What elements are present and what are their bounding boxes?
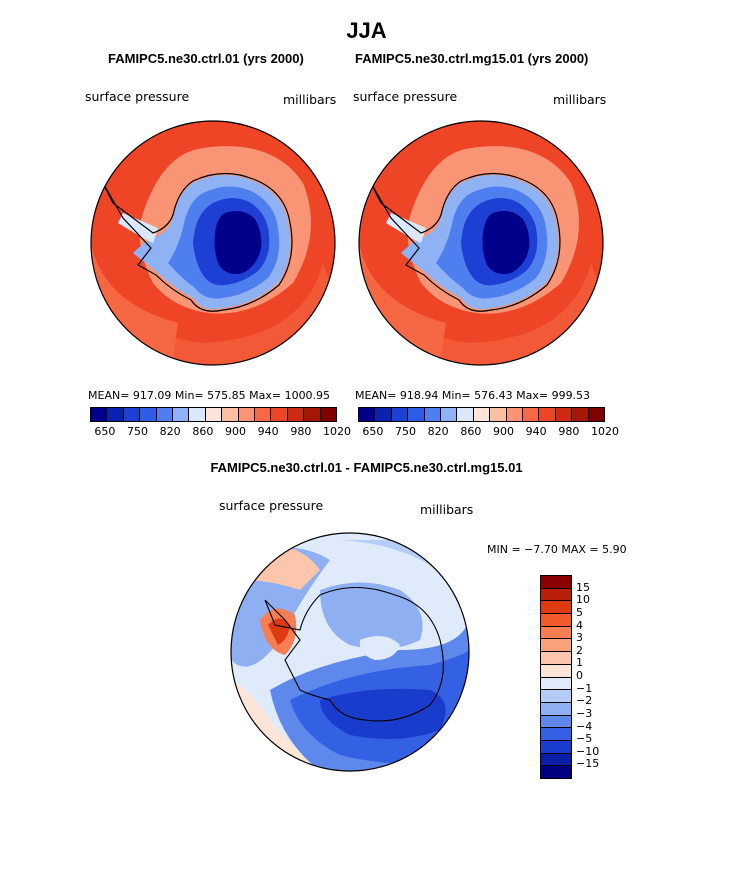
colorbar-swatch — [506, 408, 524, 421]
colorbar-swatch — [238, 408, 256, 421]
colorbar-swatch — [541, 766, 571, 778]
figure-title: JJA — [346, 18, 387, 43]
colorbar-swatch — [189, 408, 206, 421]
colorbar-tick-label: 750 — [395, 425, 416, 438]
colorbar-swatch — [255, 408, 272, 421]
colorbar-swatch — [541, 728, 571, 741]
colorbar-swatch — [424, 408, 442, 421]
colorbar-tick-label: 650 — [94, 425, 116, 438]
difference-map — [231, 533, 469, 771]
colorbar-tick-label: −3 — [576, 706, 593, 720]
colorbar-swatch — [408, 408, 425, 421]
colorbar-swatch — [441, 408, 458, 421]
difference-colorbar — [540, 575, 572, 779]
colorbar-swatch — [320, 408, 337, 421]
colorbar-swatch — [140, 408, 157, 421]
colorbar-swatch — [375, 408, 392, 421]
colorbar-swatch — [457, 408, 474, 421]
panel2-colorbar — [358, 407, 605, 422]
colorbar-tick-label: 1 — [576, 656, 583, 670]
colorbar-tick-label: 5 — [576, 605, 583, 619]
colorbar-swatch — [473, 408, 491, 421]
panel1-units-label: millibars — [283, 92, 337, 107]
colorbar-swatch — [123, 408, 141, 421]
colorbar-swatch — [588, 408, 605, 421]
panel1-variable-label: surface pressure — [85, 89, 190, 104]
panel2-units-label: millibars — [553, 92, 607, 107]
panel1-map-border — [90, 120, 336, 366]
colorbar-swatch — [541, 753, 571, 767]
colorbar-tick-label: −2 — [576, 694, 593, 708]
colorbar-swatch — [541, 576, 571, 589]
colorbar-swatch — [541, 677, 571, 691]
colorbar-swatch — [359, 408, 376, 421]
colorbar-swatch — [555, 408, 573, 421]
panel1-stats: MEAN= 917.09 Min= 575.85 Max= 1000.95 — [88, 389, 331, 402]
colorbar-swatch — [107, 408, 124, 421]
colorbar-tick-label: −5 — [576, 732, 593, 746]
colorbar-tick-label: 860 — [460, 425, 482, 438]
difference-units-label: millibars — [420, 502, 474, 517]
colorbar-swatch — [541, 652, 571, 665]
colorbar-tick-label: 15 — [576, 580, 590, 594]
colorbar-swatch — [173, 408, 190, 421]
colorbar-tick-label: 1020 — [323, 425, 351, 438]
colorbar-tick-label: 3 — [576, 631, 583, 645]
colorbar-swatch — [523, 408, 540, 421]
colorbar-swatch — [304, 408, 321, 421]
colorbar-tick-label: 0 — [576, 669, 583, 682]
colorbar-tick-label: 940 — [525, 425, 547, 438]
panel2-variable-label: surface pressure — [353, 89, 458, 104]
colorbar-tick-label: 980 — [558, 425, 580, 438]
difference-title: FAMIPC5.ne30.ctrl.01 - FAMIPC5.ne30.ctrl… — [210, 460, 523, 475]
colorbar-tick-label: 1020 — [591, 425, 619, 438]
panel1-colorbar — [90, 407, 337, 422]
panel2-stats: MEAN= 918.94 Min= 576.43 Max= 999.53 — [355, 389, 591, 402]
colorbar-swatch — [541, 702, 571, 716]
colorbar-tick-label: 2 — [576, 643, 583, 657]
colorbar-tick-label: 940 — [257, 425, 279, 438]
colorbar-swatch — [541, 690, 571, 703]
colorbar-tick-label: −15 — [576, 757, 600, 771]
colorbar-swatch — [541, 740, 571, 754]
colorbar-swatch — [541, 614, 571, 627]
colorbar-swatch — [541, 715, 571, 729]
colorbar-swatch — [205, 408, 223, 421]
panel1-title: FAMIPC5.ne30.ctrl.01 (yrs 2000) — [108, 51, 304, 66]
colorbar-tick-label: 650 — [362, 425, 384, 438]
colorbar-tick-label: 820 — [159, 425, 181, 438]
colorbar-swatch — [391, 408, 409, 421]
colorbar-swatch — [541, 626, 571, 640]
colorbar-swatch — [91, 408, 108, 421]
colorbar-tick-label: 10 — [576, 593, 590, 607]
difference-map-border — [230, 532, 470, 772]
colorbar-tick-label: 750 — [127, 425, 148, 438]
colorbar-tick-label: −10 — [576, 744, 600, 758]
colorbar-tick-label: 900 — [225, 425, 246, 438]
difference-stats: MIN = −7.70 MAX = 5.90 — [487, 543, 627, 556]
colorbar-tick-label: 4 — [576, 618, 583, 632]
colorbar-tick-label: 820 — [427, 425, 449, 438]
colorbar-swatch — [541, 639, 571, 653]
colorbar-swatch — [271, 408, 288, 421]
colorbar-tick-label: 900 — [493, 425, 514, 438]
colorbar-swatch — [539, 408, 556, 421]
colorbar-swatch — [287, 408, 305, 421]
colorbar-tick-label: 980 — [290, 425, 312, 438]
colorbar-tick-label: 860 — [192, 425, 214, 438]
colorbar-swatch — [156, 408, 174, 421]
colorbar-tick-label: −4 — [576, 719, 593, 733]
difference-variable-label: surface pressure — [219, 498, 324, 513]
colorbar-swatch — [541, 664, 571, 678]
panel2-map-border — [358, 120, 604, 366]
panel2-title: FAMIPC5.ne30.ctrl.mg15.01 (yrs 2000) — [355, 51, 589, 66]
colorbar-swatch — [541, 588, 571, 602]
colorbar-swatch — [572, 408, 589, 421]
colorbar-swatch — [541, 601, 571, 615]
colorbar-swatch — [490, 408, 507, 421]
colorbar-swatch — [222, 408, 239, 421]
colorbar-tick-label: −1 — [576, 681, 593, 695]
